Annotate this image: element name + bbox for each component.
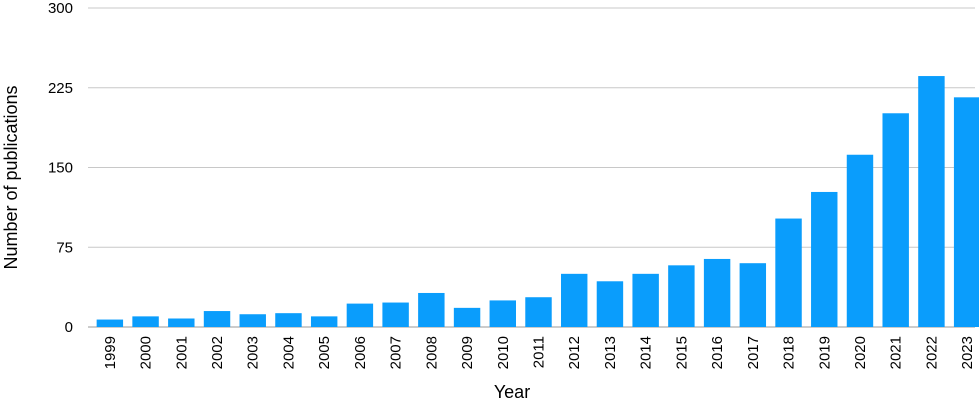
y-axis-ticks: 0 75 150 225 300 <box>48 0 73 336</box>
bar-2017 <box>739 263 767 327</box>
x-tick-label: 2021 <box>888 336 905 369</box>
bar-2008 <box>418 292 445 327</box>
x-tick-label: 2002 <box>209 336 226 369</box>
y-tick-label: 75 <box>56 239 73 256</box>
x-tick-label: 2017 <box>745 336 762 369</box>
bar-2003 <box>239 314 266 327</box>
x-tick-label: 2012 <box>566 336 583 369</box>
bars <box>96 76 979 328</box>
bar-2018 <box>775 218 802 327</box>
bar-2013 <box>596 281 624 327</box>
bar-2020 <box>846 154 874 327</box>
bar-2001 <box>168 318 195 327</box>
x-tick-label: 2011 <box>531 336 548 368</box>
bar-2014 <box>632 273 659 327</box>
bar-2005 <box>310 316 338 327</box>
bar-2004 <box>275 313 302 327</box>
bar-2023 <box>953 97 979 327</box>
y-axis-title: Number of publications <box>1 85 21 269</box>
x-tick-label: 2000 <box>138 336 155 369</box>
y-tick-label: 150 <box>48 160 73 177</box>
x-tick-label: 2006 <box>352 336 369 369</box>
x-tick-label: 2018 <box>781 336 798 369</box>
x-tick-label: 2010 <box>495 336 512 369</box>
bar-2021 <box>882 113 909 328</box>
x-axis-ticks: 1999 2000 2001 2002 2003 2004 2005 2006 2007 2008… <box>102 336 976 369</box>
x-tick-label: 2022 <box>923 336 940 369</box>
x-axis-title: Year <box>494 382 530 402</box>
x-tick-label: 2003 <box>245 336 262 369</box>
bar-2010 <box>489 300 516 327</box>
bar-2012 <box>561 273 588 327</box>
bar-2000 <box>132 316 159 327</box>
x-tick-label: 2014 <box>638 336 655 369</box>
bar-2007 <box>382 302 409 327</box>
x-tick-label: 2016 <box>709 336 726 369</box>
x-tick-label: 2001 <box>173 336 190 369</box>
y-tick-label: 300 <box>48 0 73 17</box>
x-tick-label: 2023 <box>959 336 976 369</box>
x-tick-label: 2009 <box>459 336 476 369</box>
x-tick-label: 2004 <box>280 336 297 369</box>
bar-2016 <box>703 258 731 327</box>
x-tick-label: 2019 <box>816 336 833 369</box>
bar-2019 <box>811 191 838 327</box>
bar-2009 <box>453 307 481 327</box>
x-tick-label: 2020 <box>852 336 869 369</box>
bar-1999 <box>96 319 124 327</box>
bar-2022 <box>918 76 945 327</box>
bar-2002 <box>203 311 231 327</box>
y-tick-label: 0 <box>65 319 73 336</box>
x-tick-label: 2005 <box>316 336 333 369</box>
bar-2015 <box>668 265 695 327</box>
bar-2011 <box>525 297 552 327</box>
x-tick-label: 2013 <box>602 336 619 369</box>
x-tick-label: 2008 <box>423 336 440 369</box>
gridlines <box>88 7 975 328</box>
y-tick-label: 225 <box>48 80 73 97</box>
x-tick-label: 2015 <box>673 336 690 369</box>
x-tick-label: 2007 <box>388 336 405 369</box>
bar-2006 <box>346 303 374 327</box>
x-tick-label: 1999 <box>102 336 119 369</box>
